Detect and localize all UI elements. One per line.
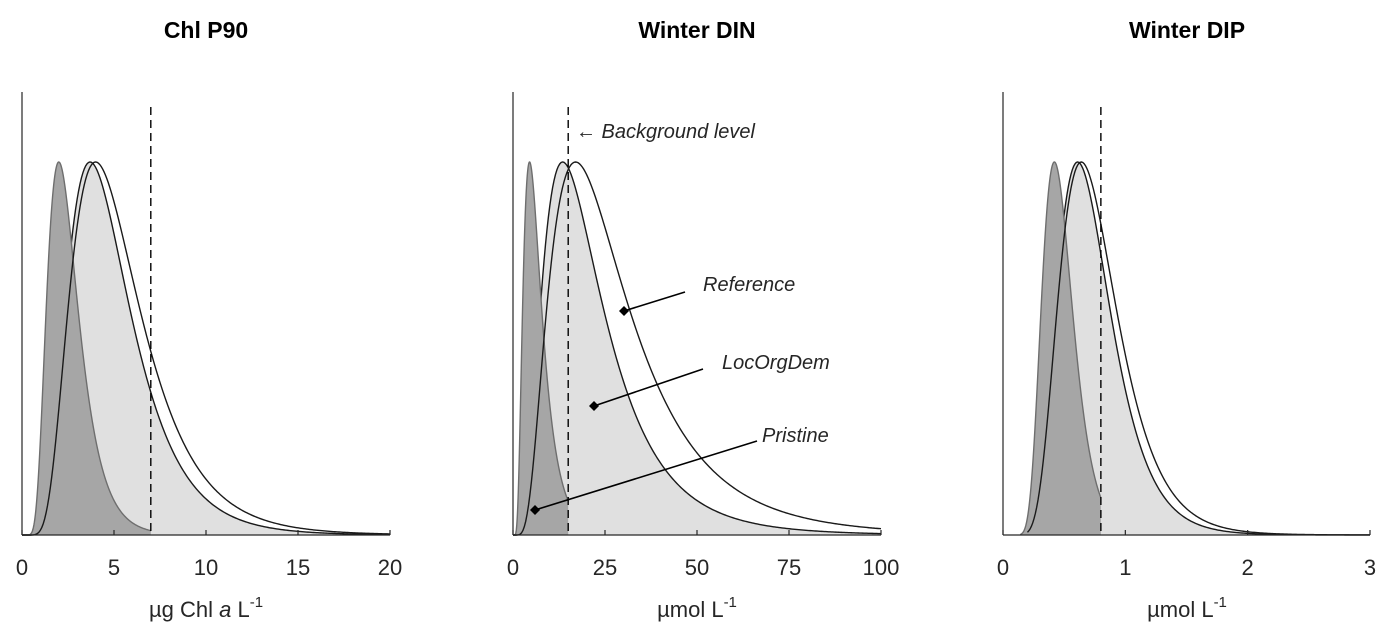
annotation-pristine: Pristine [762, 425, 829, 447]
x-tick-label-3: 0 [997, 555, 1009, 580]
background-level-label: ← Background level [576, 121, 756, 143]
series-pristine-area-1 [22, 162, 151, 535]
panel-2-xlabel: µmol L-1 [657, 594, 737, 622]
series-locorgdem-curve-1 [22, 161, 391, 536]
series-reference-curve-2 [513, 161, 882, 536]
panel-2-title: Winter DIN [638, 17, 755, 43]
x-tick-label-1: 20 [378, 555, 402, 580]
series-locorgdem-curve-2 [513, 161, 882, 536]
panel-2-plot: 0 25 50 75 100 [507, 92, 899, 580]
x-tick-label-2: 100 [863, 555, 900, 580]
x-tick-label-1: 0 [16, 555, 28, 580]
panel-1-xlabel-post: L [231, 597, 249, 622]
panel-1-xlabel: µg Chl a L-1 [149, 594, 263, 622]
panel-1-xlabel-sup: -1 [250, 594, 263, 611]
panel-3-title: Winter DIP [1129, 17, 1245, 43]
panel-3-xlabel-sup: -1 [1214, 594, 1227, 611]
panel-3-xlabel-pre: µmol L [1147, 597, 1213, 622]
leader-line-locorgdem [593, 368, 704, 407]
leader-marker-reference [619, 306, 629, 316]
x-tick-label-2: 50 [685, 555, 709, 580]
x-tick-label-3: 2 [1242, 555, 1254, 580]
panel-1-title: Chl P90 [164, 17, 248, 43]
panel-2-xlabel-pre: µmol L [657, 597, 723, 622]
panel-3-plot: 0 1 2 3 [997, 92, 1376, 580]
series-locorgdem-area-2 [513, 162, 881, 535]
series-annotations: Reference LocOrgDem Pristine [530, 274, 830, 515]
series-locorgdem-area-1 [22, 162, 390, 535]
x-tick-label-3: 1 [1119, 555, 1131, 580]
x-tick-label-2: 0 [507, 555, 519, 580]
x-tick-label-2: 25 [593, 555, 617, 580]
leader-marker-locorgdem [589, 401, 599, 411]
series-pristine-area-3 [1020, 162, 1101, 535]
x-tick-label-1: 15 [286, 555, 310, 580]
annotation-locorgdem: LocOrgDem [722, 352, 830, 374]
series-pristine-area-2 [513, 162, 569, 535]
x-tick-label-1: 10 [194, 555, 218, 580]
leader-line-reference [623, 291, 686, 312]
series-pristine-curve-2 [513, 161, 569, 536]
annotation-reference: Reference [703, 274, 795, 296]
panel-1-xlabel-italic: a [219, 597, 231, 622]
series-reference-curve-1 [22, 161, 391, 536]
series-pristine-curve-1 [22, 161, 151, 536]
leader-line-pristine [534, 440, 758, 511]
panel-3-xlabel: µmol L-1 [1147, 594, 1227, 622]
x-tick-label-3: 3 [1364, 555, 1376, 580]
panel-1-xlabel-pre: µg Chl [149, 597, 219, 622]
series-locorgdem-area-3 [1027, 162, 1370, 535]
x-tick-label-2: 75 [777, 555, 801, 580]
panel-1-plot: 0 5 10 15 20 [16, 92, 402, 580]
panel-2-xlabel-sup: -1 [724, 594, 737, 611]
x-tick-label-1: 5 [108, 555, 120, 580]
leader-marker-pristine [530, 505, 540, 515]
series-pristine-curve-3 [1019, 161, 1102, 536]
